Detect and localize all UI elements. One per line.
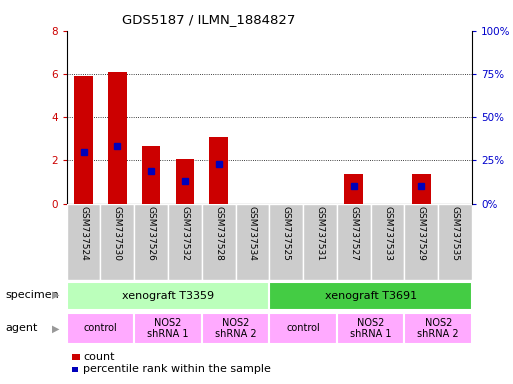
Bar (168, 204, 202, 280)
Text: NOS2
shRNA 2: NOS2 shRNA 2 (418, 318, 459, 339)
Text: GSM737527: GSM737527 (349, 206, 358, 261)
Bar (370, 204, 404, 280)
Text: NOS2
shRNA 1: NOS2 shRNA 1 (350, 318, 391, 339)
Bar (67, 313, 134, 344)
Text: GSM737532: GSM737532 (181, 206, 189, 261)
Text: agent: agent (5, 323, 37, 333)
Text: specimen: specimen (5, 290, 59, 300)
Text: GSM737530: GSM737530 (113, 206, 122, 261)
Bar (269, 282, 472, 310)
Bar (438, 204, 472, 280)
Bar (303, 204, 337, 280)
Text: GSM737528: GSM737528 (214, 206, 223, 261)
Bar (202, 204, 235, 280)
Text: NOS2
shRNA 2: NOS2 shRNA 2 (215, 318, 256, 339)
Bar (74, 76, 93, 204)
Bar (269, 313, 337, 344)
Text: GSM737533: GSM737533 (383, 206, 392, 261)
Text: GSM737524: GSM737524 (79, 206, 88, 261)
Bar (67, 204, 101, 280)
Text: GSM737531: GSM737531 (315, 206, 325, 261)
Bar (134, 204, 168, 280)
Bar (175, 159, 194, 204)
Bar (67, 282, 269, 310)
Text: GSM737534: GSM737534 (248, 206, 257, 261)
Text: NOS2
shRNA 1: NOS2 shRNA 1 (147, 318, 189, 339)
Bar (134, 313, 202, 344)
Bar (209, 137, 228, 204)
Text: count: count (83, 352, 114, 362)
Bar (202, 313, 269, 344)
Text: ▶: ▶ (51, 290, 59, 300)
Bar (344, 174, 363, 204)
Text: control: control (84, 323, 117, 333)
Bar (412, 174, 430, 204)
Text: GSM737535: GSM737535 (450, 206, 460, 261)
Bar (108, 72, 127, 204)
Bar (269, 204, 303, 280)
Bar (235, 204, 269, 280)
Text: GSM737525: GSM737525 (282, 206, 291, 261)
Text: percentile rank within the sample: percentile rank within the sample (83, 364, 271, 374)
Text: control: control (286, 323, 320, 333)
Text: GSM737526: GSM737526 (147, 206, 155, 261)
Text: GSM737529: GSM737529 (417, 206, 426, 261)
Bar (101, 204, 134, 280)
Bar (142, 146, 161, 204)
Text: ▶: ▶ (51, 323, 59, 333)
Text: GDS5187 / ILMN_1884827: GDS5187 / ILMN_1884827 (122, 13, 295, 26)
Bar (337, 204, 370, 280)
Text: xenograft T3359: xenograft T3359 (122, 291, 214, 301)
Bar (404, 313, 472, 344)
Text: xenograft T3691: xenograft T3691 (325, 291, 417, 301)
Bar (404, 204, 438, 280)
Bar (337, 313, 404, 344)
